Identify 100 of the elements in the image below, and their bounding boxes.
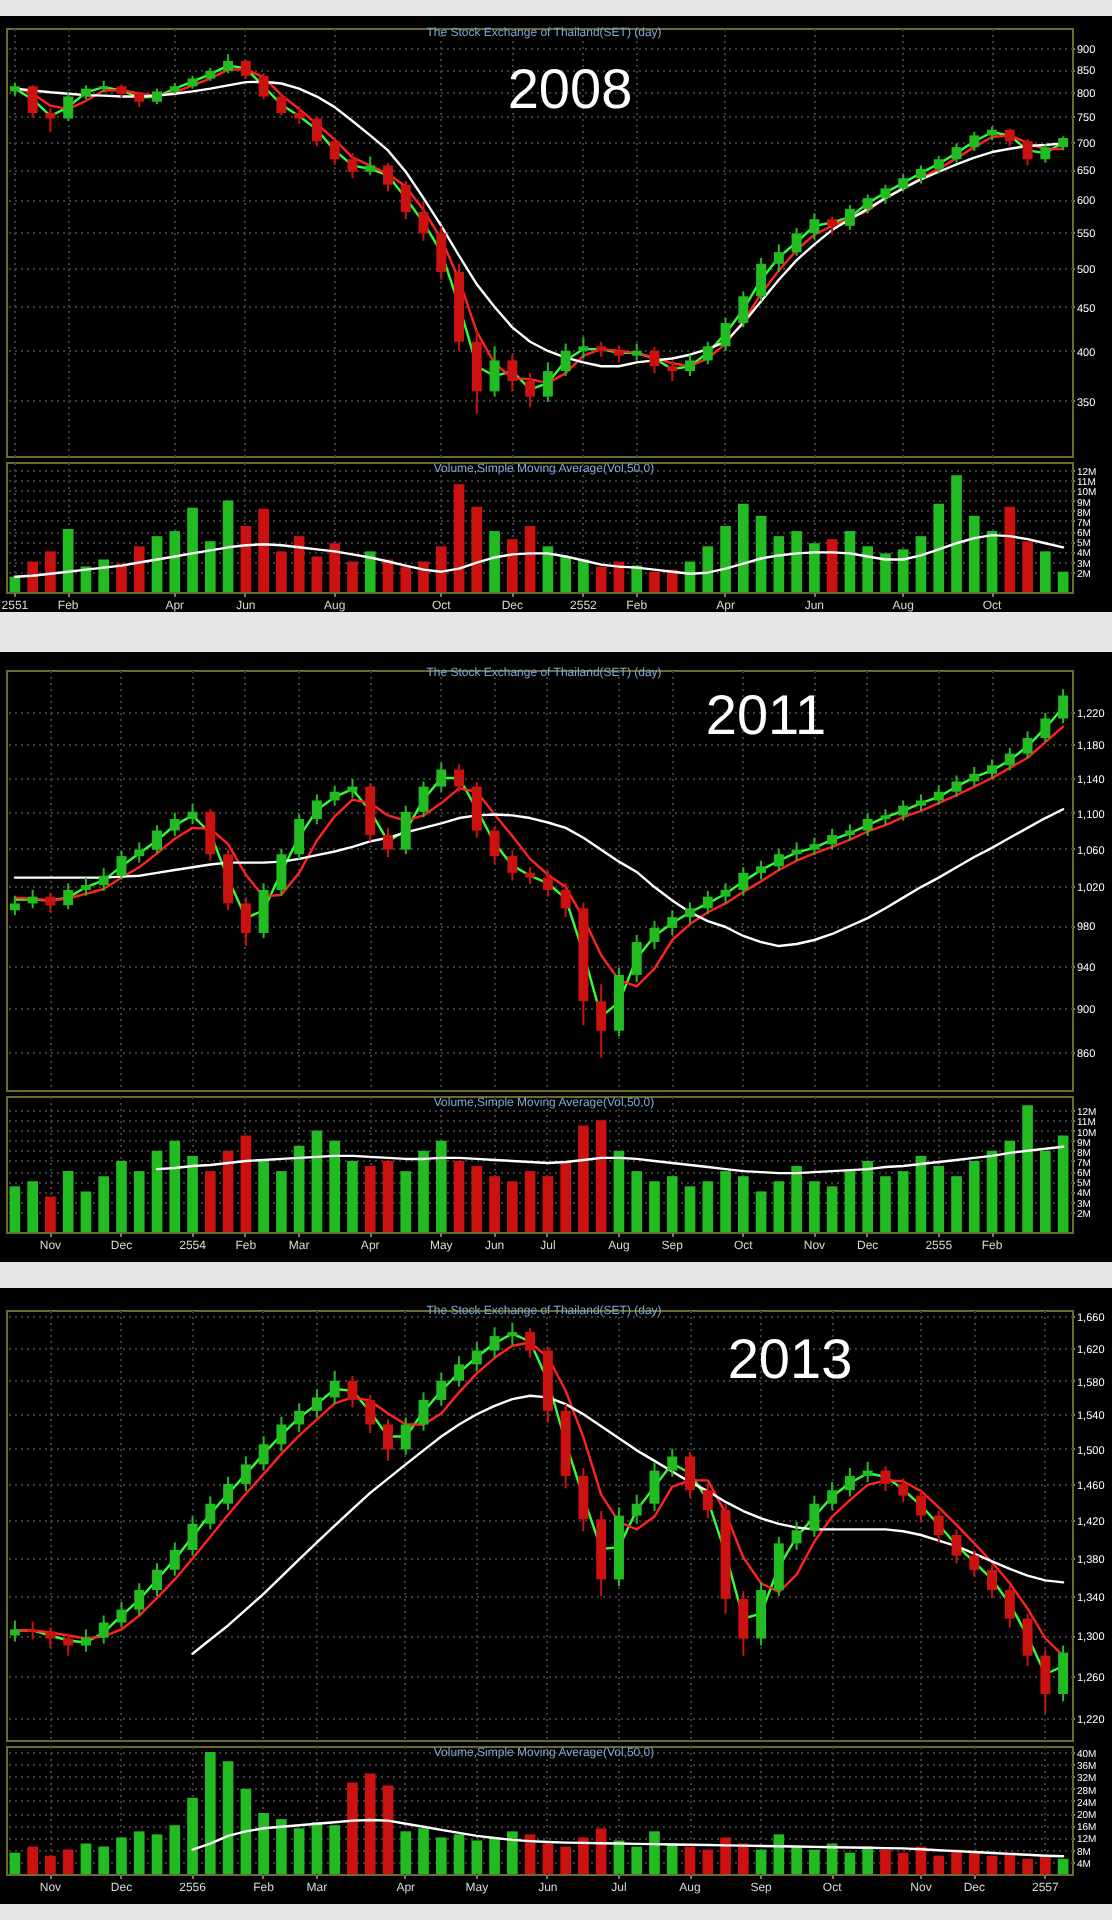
candlestick	[773, 1535, 784, 1597]
bar	[258, 1813, 269, 1874]
candlestick	[205, 808, 216, 862]
candlestick	[738, 290, 749, 329]
candlestick	[880, 183, 891, 205]
bar	[791, 1166, 802, 1232]
bar	[915, 1155, 927, 1232]
candlestick	[756, 859, 767, 881]
bar	[737, 1176, 749, 1232]
bar	[364, 1773, 376, 1874]
bar	[276, 1171, 287, 1232]
candlestick	[578, 336, 589, 360]
candlestick	[152, 1562, 162, 1597]
bar	[862, 546, 874, 592]
candlestick	[400, 804, 411, 856]
chart-title: 2013	[727, 1328, 853, 1390]
bar	[116, 1837, 127, 1874]
bar	[507, 1831, 518, 1874]
bar	[471, 506, 483, 592]
candlestick	[702, 1482, 713, 1520]
bar	[773, 536, 785, 592]
bar	[311, 1822, 323, 1874]
bar	[951, 475, 962, 592]
candlestick	[276, 92, 287, 117]
candlestick	[773, 243, 784, 274]
bar	[311, 556, 323, 592]
bar	[453, 1834, 465, 1874]
candlestick	[223, 1475, 234, 1512]
candlestick	[1040, 143, 1051, 164]
candlestick	[844, 1466, 855, 1498]
bar	[1004, 1852, 1016, 1874]
candlestick	[329, 137, 340, 166]
bar	[400, 1831, 412, 1874]
candlestick	[27, 1620, 38, 1641]
bar	[560, 1160, 571, 1232]
bar	[578, 1125, 589, 1232]
candlestick	[418, 200, 429, 242]
candlestick	[63, 882, 74, 911]
candlestick	[45, 891, 56, 914]
bar	[169, 531, 181, 592]
bar	[720, 525, 731, 592]
bar	[897, 1171, 909, 1232]
candlestick	[383, 1418, 393, 1462]
candlestick	[1058, 1644, 1069, 1703]
candlestick	[63, 92, 74, 122]
candlestick	[738, 1590, 749, 1657]
candlestick	[702, 340, 713, 366]
bar	[9, 1186, 21, 1232]
bar	[98, 1176, 110, 1232]
bar	[62, 1171, 74, 1232]
bar	[204, 541, 216, 592]
candlestick	[27, 888, 38, 910]
bar	[631, 565, 643, 592]
bar	[631, 1846, 643, 1874]
bar	[1004, 1140, 1016, 1232]
candlestick	[525, 372, 536, 409]
bar	[844, 1852, 856, 1874]
candlestick	[9, 894, 20, 917]
bar	[347, 1160, 358, 1232]
candlestick	[347, 777, 358, 799]
candlestick	[9, 1619, 20, 1643]
candlestick	[436, 224, 447, 281]
candlestick	[685, 901, 695, 925]
candlestick	[844, 204, 855, 231]
bar	[595, 1828, 607, 1874]
candlestick	[311, 793, 322, 826]
bar	[560, 1846, 571, 1874]
candlestick	[1040, 1648, 1051, 1715]
candlestick	[862, 193, 873, 215]
candlestick	[933, 784, 944, 806]
bar	[542, 1843, 554, 1874]
candlestick	[916, 164, 926, 185]
candlestick	[347, 152, 358, 180]
bar	[151, 1150, 163, 1232]
candlestick	[1004, 1584, 1015, 1629]
candlestick	[276, 847, 287, 897]
candlestick	[80, 1628, 91, 1653]
bar	[9, 1852, 21, 1874]
bar	[187, 507, 198, 592]
candlestick	[471, 781, 482, 839]
bar	[329, 1140, 341, 1232]
bar	[560, 556, 571, 592]
candlestick	[400, 1416, 411, 1456]
bar	[471, 1840, 483, 1874]
candlestick	[294, 1402, 305, 1434]
bar	[489, 531, 500, 592]
bar	[1057, 1858, 1069, 1874]
bar	[809, 1181, 820, 1232]
candlestick	[98, 867, 109, 892]
candlestick	[436, 761, 447, 793]
bar	[222, 500, 234, 592]
bar	[1040, 551, 1051, 592]
candlestick	[507, 1321, 518, 1346]
bar	[862, 1846, 874, 1874]
candlestick	[27, 84, 38, 119]
bar	[45, 1196, 56, 1232]
bar	[169, 1825, 181, 1874]
candlestick	[258, 882, 269, 939]
bar	[507, 1181, 518, 1232]
bar	[62, 529, 74, 592]
